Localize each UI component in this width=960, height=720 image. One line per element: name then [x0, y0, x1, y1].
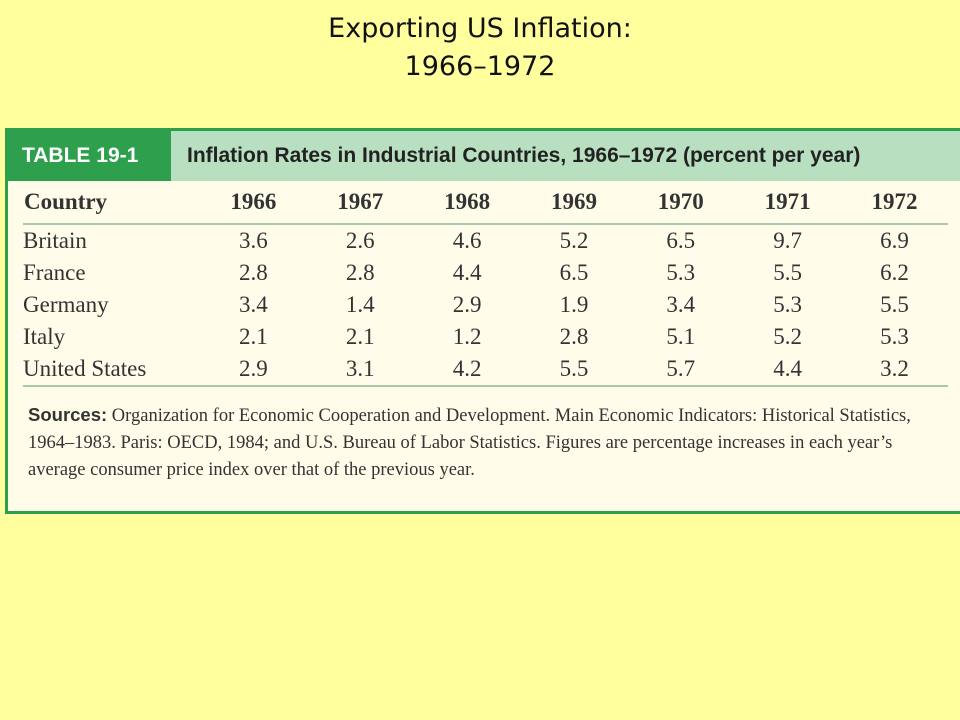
slide-title: Exporting US Inflation: 1966–1972 — [0, 10, 960, 86]
column-header-year: 1966 — [230, 189, 277, 214]
value-cell: 9.7 — [773, 228, 803, 253]
value-cell: 3.4 — [666, 292, 696, 317]
value-cell: 4.2 — [452, 356, 482, 381]
sources-text: Organization for Economic Cooperation an… — [28, 406, 911, 480]
column-header-year: 1972 — [871, 189, 918, 214]
value-cell: 2.8 — [345, 260, 375, 285]
column-header-year: 1970 — [657, 189, 704, 214]
column-header-year: 1969 — [550, 189, 597, 214]
column-header-year: 1967 — [337, 189, 384, 214]
value-cell: 3.1 — [345, 356, 375, 381]
value-cell: 5.3 — [880, 324, 909, 349]
value-cell: 2.1 — [239, 324, 268, 349]
value-cell: 5.1 — [666, 324, 696, 349]
table-number: TABLE 19-1 — [8, 131, 171, 181]
value-cell: 5.5 — [880, 292, 909, 317]
table-sources-note: Sources: Organization for Economic Coope… — [28, 401, 940, 484]
value-cell: 5.3 — [773, 292, 803, 317]
value-cell: 5.5 — [559, 356, 589, 381]
column-header-year: 1971 — [764, 189, 811, 214]
value-cell: 2.9 — [452, 292, 482, 317]
value-cell: 1.4 — [345, 292, 375, 317]
value-cell: 2.6 — [345, 228, 375, 253]
country-cell: Germany — [23, 292, 109, 317]
value-cell: 3.4 — [239, 292, 268, 317]
value-cell: 3.6 — [239, 228, 268, 253]
table-caption: Inflation Rates in Industrial Countries,… — [171, 131, 960, 181]
value-cell: 2.8 — [239, 260, 268, 285]
table-row: Italy 2.1 2.1 1.2 2.8 5.1 5.2 5.3 — [23, 321, 948, 353]
value-cell: 5.3 — [666, 260, 696, 285]
slide-title-line-1: Exporting US Inflation: — [328, 13, 632, 44]
value-cell: 3.2 — [880, 356, 909, 381]
table-header-band: TABLE 19-1 Inflation Rates in Industrial… — [8, 131, 960, 181]
table-row: Germany 3.4 1.4 2.9 1.9 3.4 5.3 5.5 — [23, 289, 948, 321]
country-cell: Italy — [23, 324, 66, 349]
inflation-table-panel: TABLE 19-1 Inflation Rates in Industrial… — [5, 128, 960, 514]
country-cell: Britain — [23, 228, 87, 253]
sources-label: Sources: — [28, 404, 108, 425]
value-cell: 2.9 — [239, 356, 268, 381]
value-cell: 6.9 — [880, 228, 909, 253]
value-cell: 2.8 — [559, 324, 589, 349]
table-row: United States 2.9 3.1 4.2 5.5 5.7 4.4 3.… — [23, 353, 948, 386]
value-cell: 2.1 — [345, 324, 375, 349]
slide-title-line-2: 1966–1972 — [404, 51, 556, 82]
country-cell: United States — [23, 356, 147, 381]
value-cell: 1.9 — [559, 292, 589, 317]
value-cell: 6.5 — [666, 228, 696, 253]
column-header-year: 1968 — [444, 189, 491, 214]
table-row: Britain 3.6 2.6 4.6 5.2 6.5 9.7 6.9 — [23, 224, 948, 257]
value-cell: 4.6 — [452, 228, 482, 253]
value-cell: 4.4 — [452, 260, 482, 285]
table-header-row: Country 1966 1967 1968 1969 1970 1971 19… — [23, 181, 948, 224]
value-cell: 5.7 — [666, 356, 696, 381]
inflation-table: Country 1966 1967 1968 1969 1970 1971 19… — [23, 181, 948, 387]
value-cell: 6.2 — [880, 260, 909, 285]
value-cell: 5.5 — [773, 260, 803, 285]
country-cell: France — [23, 260, 86, 285]
column-header-country: Country — [24, 189, 108, 214]
table-row: France 2.8 2.8 4.4 6.5 5.3 5.5 6.2 — [23, 257, 948, 289]
value-cell: 1.2 — [452, 324, 482, 349]
value-cell: 5.2 — [773, 324, 803, 349]
value-cell: 4.4 — [773, 356, 803, 381]
value-cell: 6.5 — [559, 260, 589, 285]
value-cell: 5.2 — [559, 228, 589, 253]
